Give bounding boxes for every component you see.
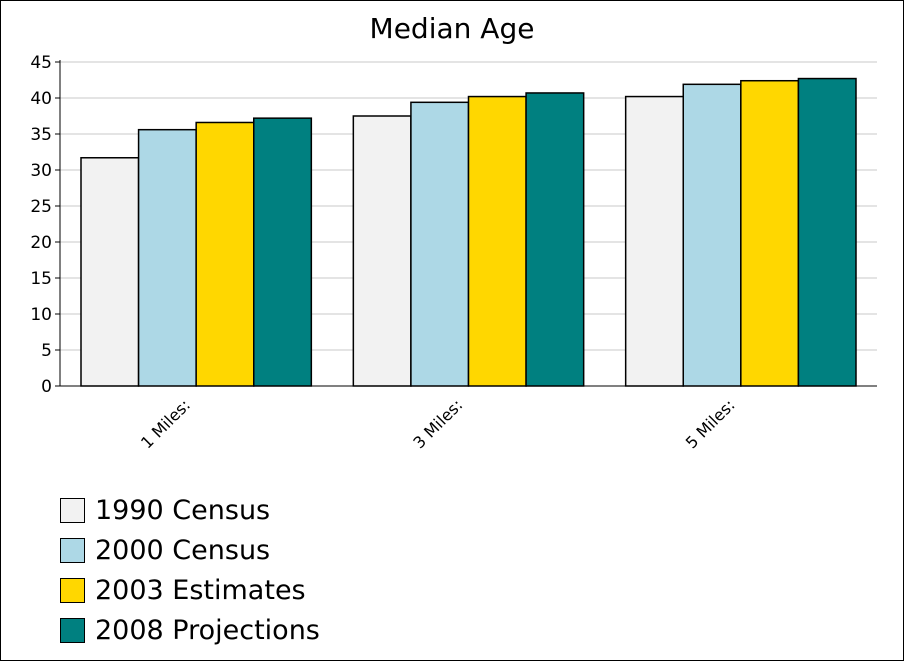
chart-title: Median Age xyxy=(369,12,535,45)
legend-swatch xyxy=(60,537,85,563)
bar xyxy=(797,77,857,387)
legend-label: 2008 Projections xyxy=(95,614,320,646)
bar xyxy=(137,128,197,387)
x-tick-label: 1 Miles: xyxy=(137,395,194,452)
x-tick-label: 5 Miles: xyxy=(682,395,739,452)
bar xyxy=(467,95,527,387)
legend-item-2008-projections: 2008 Projections xyxy=(60,610,320,650)
y-tick-label: 5 xyxy=(41,341,52,361)
legend-swatch xyxy=(60,577,85,603)
y-tick-label: 10 xyxy=(30,305,52,325)
y-tick-label: 30 xyxy=(30,161,52,181)
bar xyxy=(682,83,742,387)
bar xyxy=(525,92,585,387)
bar xyxy=(253,117,313,387)
y-tick-label: 25 xyxy=(30,197,52,217)
y-tick-label: 35 xyxy=(30,125,52,145)
legend-item-2000-census: 2000 Census xyxy=(60,530,320,570)
legend-item-2003-estimates: 2003 Estimates xyxy=(60,570,320,610)
bar xyxy=(624,95,685,387)
legend-swatch xyxy=(60,497,85,523)
legend-label: 2000 Census xyxy=(95,534,271,566)
legend-label: 1990 Census xyxy=(95,494,271,526)
x-tick-label: 3 Miles: xyxy=(409,395,466,452)
bar xyxy=(740,79,800,387)
bar xyxy=(352,115,412,387)
y-tick-label: 45 xyxy=(30,53,52,73)
legend-label: 2003 Estimates xyxy=(95,574,306,606)
legend-swatch xyxy=(60,617,85,643)
chart-legend: 1990 Census 2000 Census 2003 Estimates 2… xyxy=(60,490,320,650)
bar xyxy=(195,121,255,387)
y-tick-label: 20 xyxy=(30,233,52,253)
y-tick-label: 15 xyxy=(30,269,52,289)
bar xyxy=(410,101,470,387)
legend-item-1990-census: 1990 Census xyxy=(60,490,320,530)
y-tick-label: 40 xyxy=(30,89,52,109)
bar xyxy=(80,157,140,387)
y-tick-label: 0 xyxy=(41,377,52,397)
